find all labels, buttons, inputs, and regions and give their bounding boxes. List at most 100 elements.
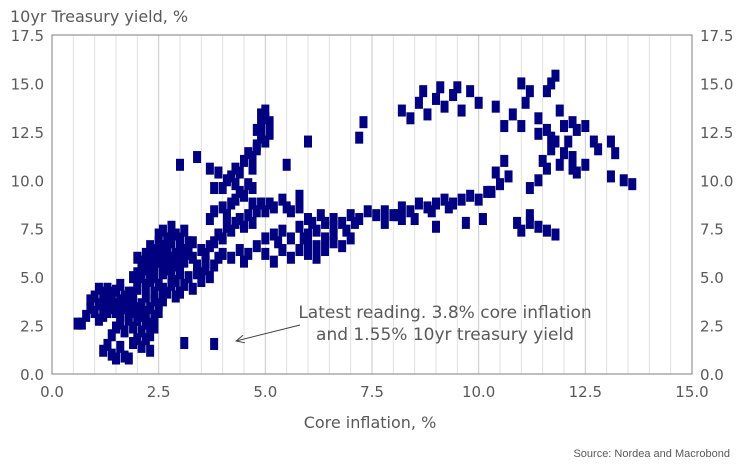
scatter-point [227,251,236,264]
scatter-point [77,317,86,330]
scatter-point [167,259,176,272]
scatter-point [112,298,120,311]
scatter-point [176,286,184,299]
scatter-point [380,205,389,218]
scatter-point [295,189,304,202]
scatter-point [235,185,244,198]
scatter-point [146,247,155,260]
scatter-point [141,251,150,264]
scatter-point [555,104,564,117]
scatter-point [410,213,419,226]
scatter-point [496,178,504,191]
scatter-point [171,259,180,272]
scatter-point [205,213,214,226]
scatter-point [133,275,142,288]
scatter-point [158,282,167,295]
scatter-point [180,278,189,291]
scatter-point [133,333,142,346]
scatter-point [525,85,534,98]
scatter-point [414,96,423,109]
y-tick-label-right: 7.5 [700,221,724,239]
scatter-point [560,147,568,160]
scatter-point [141,317,150,330]
scatter-point [222,174,231,187]
scatter-point [542,162,551,175]
scatter-point [244,147,253,160]
scatter-point [146,275,155,288]
scatter-point [338,240,347,253]
scatter-point [120,350,129,363]
scatter-point [210,337,219,350]
scatter-point [393,209,402,222]
scatter-point [154,306,163,319]
scatter-point [154,255,163,268]
annotation-line1: Latest reading. 3.8% core inflation [298,303,591,323]
y-tick-label-right: 17.5 [700,27,733,45]
scatter-point [124,306,133,319]
scatter-point [231,216,240,229]
scatter-point [171,247,180,260]
scatter-point [188,236,197,249]
scatter-point [380,216,389,229]
scatter-point [107,348,116,361]
scatter-point [231,162,240,175]
x-tick-label: 7.5 [360,383,384,401]
source-note: Source: Nordea and Macrobond [573,448,730,460]
scatter-point [240,255,248,268]
scatter-point [154,228,163,241]
scatter-point [112,284,120,297]
scatter-point [252,240,261,253]
y-tick-label-right: 15.0 [700,75,733,93]
y-axis-right-ticks: 0.0 2.5 5.0 7.5 10.0 12.5 15.0 17.5 [700,27,733,384]
scatter-point [547,143,556,156]
scatter-point [150,309,159,322]
scatter-point [257,131,266,144]
scatter-point [461,216,470,229]
scatter-point [210,205,219,218]
scatter-point [193,259,202,272]
scatter-point [103,294,112,307]
scatter-point [329,228,338,241]
scatter-point [500,154,509,167]
scatter-point [551,135,560,148]
scatter-point [163,240,172,253]
scatter-point [257,108,266,121]
y-tick-label-right: 5.0 [700,269,724,287]
scatter-point [257,197,266,210]
scatter-point [180,224,189,237]
scatter-point [163,255,172,268]
scatter-point [406,112,415,125]
scatter-point [214,166,223,179]
scatter-point [248,197,257,210]
scatter-point [90,306,99,319]
scatter-point [167,251,176,264]
plot-border [51,34,693,375]
scatter-point [432,197,440,210]
scatter-point [146,329,155,342]
scatter-point [321,244,330,257]
scatter-point [180,337,189,350]
scatter-point [252,143,261,156]
x-tick-label: 5.0 [253,383,277,401]
scatter-point [94,298,103,311]
scatter-point [483,185,492,198]
scatter-point [286,232,295,245]
y-tick-label-left: 10.0 [11,172,44,190]
scatter-point [73,317,82,330]
scatter-point [261,112,270,125]
scatter-point [534,220,543,233]
scatter-point [269,255,278,268]
scatter-point [120,302,129,315]
scatter-point [99,344,108,357]
scatter-point [154,247,163,260]
scatter-point [129,271,138,284]
scatter-point [210,182,219,195]
scatter-point [589,135,598,148]
scatter-point [525,216,534,229]
scatter-point [564,135,573,148]
x-axis-label: Core inflation, % [304,413,437,432]
scatter-point [235,213,244,226]
scatter-point [555,158,564,171]
scatter-point [124,298,133,311]
scatter-point [214,251,223,264]
